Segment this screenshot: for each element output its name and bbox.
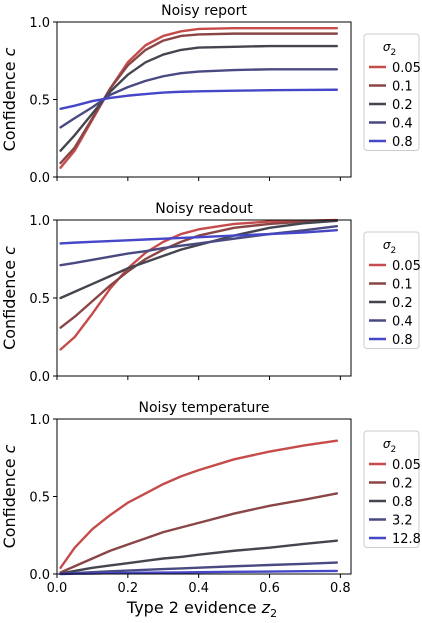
legend-label: 0.2 — [392, 477, 413, 492]
series-line-0-8 — [59, 539, 339, 575]
series-line-0-05 — [59, 27, 339, 169]
legend-label: 0.05 — [392, 458, 421, 473]
legend-title: σ2 — [383, 40, 396, 58]
y-tick-label: 0.5 — [29, 491, 50, 506]
series-line-0-2 — [59, 44, 339, 152]
series-line-0-8 — [59, 228, 339, 245]
legend-label: 0.2 — [392, 98, 413, 113]
subplot-2: Noisy readout 0.0 0.5 1.0 Confidence c σ2 0.05… — [0, 201, 421, 385]
x-tick-label: 0.8 — [330, 581, 351, 596]
x-tick-label: 0.0 — [47, 581, 68, 596]
series-line-0-05 — [59, 439, 339, 569]
legend-label: 0.1 — [392, 278, 413, 293]
legend-label: 0.8 — [392, 333, 413, 348]
y-axis-label-var: c — [0, 47, 19, 56]
series-line-0-1 — [59, 32, 339, 165]
legend-label: 0.8 — [392, 495, 413, 510]
legend-label: 0.05 — [392, 61, 421, 76]
x-axis-label-text: Type 2 evidence — [126, 598, 262, 617]
legend-title: σ2 — [383, 238, 396, 256]
legend-title-var: σ — [383, 437, 391, 451]
legend-label: 12.8 — [392, 532, 421, 547]
legend-label: 0.05 — [392, 259, 421, 274]
x-tick-label: 0.6 — [259, 581, 280, 596]
plot-frame — [56, 418, 352, 575]
series-line-0-4 — [59, 68, 339, 129]
series-line-3-2 — [59, 561, 339, 576]
y-axis-label-var: c — [0, 246, 19, 255]
legend: σ2 0.05 0.1 0.2 0.4 0.8 — [363, 231, 421, 349]
x-axis-label: Type 2 evidence z2 — [126, 598, 277, 620]
series-line-0-05 — [59, 218, 339, 351]
y-tick-label: 1.0 — [29, 413, 50, 428]
y-tick-label: 1.0 — [29, 16, 50, 31]
legend-label: 0.2 — [392, 296, 413, 311]
legend-label: 0.4 — [392, 315, 413, 330]
legend-label: 0.1 — [392, 80, 413, 95]
y-axis-label-text: Confidence — [0, 56, 19, 151]
x-axis-label-var: z — [261, 598, 271, 617]
series-line-0-1 — [59, 219, 339, 329]
plot-title: Noisy temperature — [139, 400, 270, 416]
legend: σ2 0.05 0.1 0.2 0.4 0.8 — [363, 33, 421, 151]
y-axis-label: Confidence c — [0, 444, 19, 548]
series-line-0-2 — [59, 219, 339, 300]
legend-title-sub: 2 — [390, 48, 396, 58]
legend-title-sub: 2 — [390, 246, 396, 256]
legend-title-var: σ — [383, 238, 391, 252]
subplot-1: Noisy report 0.0 0.5 1.0 Confidence c σ2 0.05 0… — [0, 3, 421, 186]
plot-title: Noisy report — [161, 3, 247, 19]
y-axis-label-var: c — [0, 444, 19, 453]
y-axis-label: Confidence c — [0, 246, 19, 350]
x-axis-label-sub: 2 — [270, 607, 277, 620]
y-tick-label: 0.5 — [29, 292, 50, 307]
y-tick-label: 0.0 — [29, 568, 50, 583]
legend-title-sub: 2 — [390, 445, 396, 455]
y-axis-label: Confidence c — [0, 47, 19, 151]
y-tick-label: 0.0 — [29, 171, 50, 186]
legend: σ2 0.05 0.2 0.8 3.2 12.8 — [363, 430, 421, 548]
y-tick-label: 0.0 — [29, 370, 50, 385]
legend-label: 0.8 — [392, 135, 413, 150]
series-line-0-8 — [59, 88, 339, 110]
legend-title-var: σ — [383, 40, 391, 54]
y-tick-label: 0.5 — [29, 94, 50, 109]
legend-title: σ2 — [383, 437, 396, 455]
legend-label: 3.2 — [392, 514, 413, 529]
y-tick-label: 1.0 — [29, 214, 50, 229]
y-axis-label-text: Confidence — [0, 453, 19, 548]
y-axis-label-text: Confidence — [0, 255, 19, 350]
plot-title: Noisy readout — [155, 201, 253, 217]
x-tick-label: 0.4 — [188, 581, 209, 596]
x-tick-label: 0.2 — [117, 581, 138, 596]
subplot-3: Noisy temperature 0.0 0.5 1.0 0.0 0.2 0.4 0.6 0.… — [0, 400, 421, 596]
series-line-0-2 — [59, 492, 339, 574]
legend-label: 0.4 — [392, 117, 413, 132]
